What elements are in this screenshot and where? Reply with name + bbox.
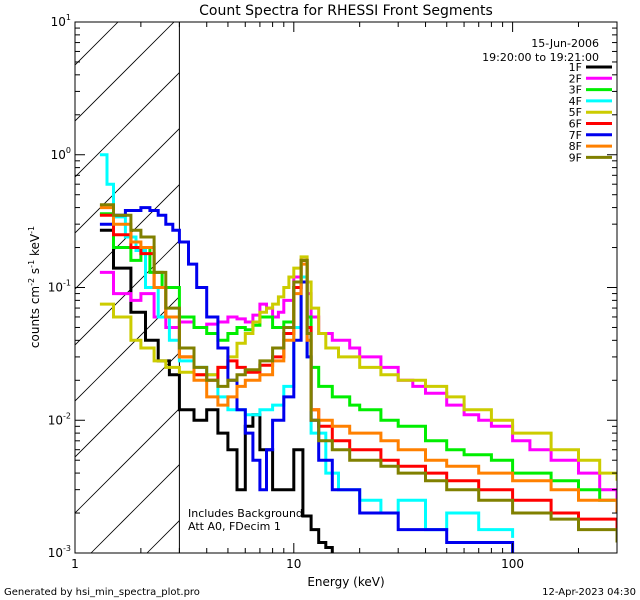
hatch-line: [75, 184, 180, 290]
legend-label-4f: 4F: [569, 95, 582, 108]
y-label-exp-3: -1: [27, 226, 36, 234]
generated-by-label: Generated by hsi_min_spectra_plot.pro: [4, 587, 200, 598]
x-tick-label: 100: [501, 557, 524, 571]
legend-date: 15-Jun-2006: [531, 37, 599, 50]
series-6f-line: [99, 213, 617, 530]
legend-label-5f: 5F: [569, 106, 582, 119]
x-tick-label: 1: [71, 557, 79, 571]
legend-label-6f: 6F: [569, 118, 582, 131]
legend-label-8f: 8F: [569, 140, 582, 153]
hatch-line: [75, 352, 180, 458]
hatch-line: [90, 464, 180, 553]
legend-label-9f: 9F: [569, 151, 582, 164]
y-tick-label: 100: [51, 146, 71, 162]
hatch-line: [75, 22, 119, 66]
y-tick-label: 10-1: [48, 279, 71, 295]
hatch-line: [146, 520, 180, 553]
series-5f-line: [99, 255, 617, 481]
timestamp-label: 12-Apr-2023 04:30: [542, 587, 636, 598]
legend-label-7f: 7F: [569, 129, 582, 142]
y-label-exp-2: -1: [27, 260, 36, 268]
hatch-line: [0, 0, 131, 553]
hatch-line: [75, 296, 180, 402]
series-1f-line: [99, 228, 334, 553]
legend-time-range: 19:20:00 to 19:21:00: [482, 51, 599, 64]
y-tick-label: 10-3: [48, 544, 71, 560]
legend-label-3f: 3F: [569, 84, 582, 97]
annotation-background: Includes Background: [188, 507, 303, 520]
y-label-part-3: keV: [28, 233, 42, 260]
series-9f-line: [99, 203, 617, 543]
series-7f-line: [99, 206, 515, 553]
annotation-attenuator: Att A0, FDecim 1: [188, 520, 281, 533]
hatch-line: [259, 0, 640, 553]
y-tick-label: 101: [51, 13, 71, 29]
y-axis-label: counts cm-2 s-1 keV-1: [27, 226, 42, 348]
hatch-line: [75, 240, 180, 346]
y-label-part-1: counts cm: [28, 286, 42, 348]
legend-label-1f: 1F: [569, 61, 582, 74]
series-2f-line: [99, 258, 617, 501]
hatch-line: [75, 72, 180, 178]
y-label-exp-1: -2: [27, 278, 36, 286]
chart-title: Count Spectra for RHESSI Front Segments: [199, 3, 493, 19]
y-label-part-2: s: [28, 268, 42, 278]
hatched-region: [0, 0, 640, 553]
hatch-line: [75, 22, 175, 122]
legend-label-2f: 2F: [569, 72, 582, 85]
hatch-line: [75, 408, 180, 514]
y-tick-label: 10-2: [48, 411, 71, 427]
x-axis-label: Energy (keV): [307, 575, 384, 589]
x-tick-label: 10: [286, 557, 301, 571]
